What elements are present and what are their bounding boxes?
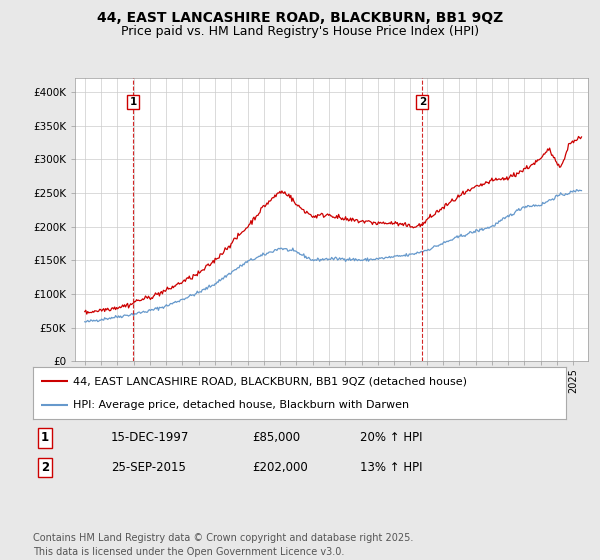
Text: £85,000: £85,000	[252, 431, 300, 445]
Text: 1: 1	[41, 431, 49, 445]
Text: Price paid vs. HM Land Registry's House Price Index (HPI): Price paid vs. HM Land Registry's House …	[121, 25, 479, 39]
Text: 2: 2	[419, 97, 426, 107]
Text: 20% ↑ HPI: 20% ↑ HPI	[360, 431, 422, 445]
Text: 15-DEC-1997: 15-DEC-1997	[111, 431, 190, 445]
Text: 25-SEP-2015: 25-SEP-2015	[111, 461, 186, 474]
Text: Contains HM Land Registry data © Crown copyright and database right 2025.
This d: Contains HM Land Registry data © Crown c…	[33, 533, 413, 557]
Text: HPI: Average price, detached house, Blackburn with Darwen: HPI: Average price, detached house, Blac…	[73, 400, 409, 410]
Text: £202,000: £202,000	[252, 461, 308, 474]
Text: 13% ↑ HPI: 13% ↑ HPI	[360, 461, 422, 474]
Text: 44, EAST LANCASHIRE ROAD, BLACKBURN, BB1 9QZ: 44, EAST LANCASHIRE ROAD, BLACKBURN, BB1…	[97, 11, 503, 25]
Text: 1: 1	[130, 97, 137, 107]
Text: 2: 2	[41, 461, 49, 474]
Text: 44, EAST LANCASHIRE ROAD, BLACKBURN, BB1 9QZ (detached house): 44, EAST LANCASHIRE ROAD, BLACKBURN, BB1…	[73, 376, 467, 386]
